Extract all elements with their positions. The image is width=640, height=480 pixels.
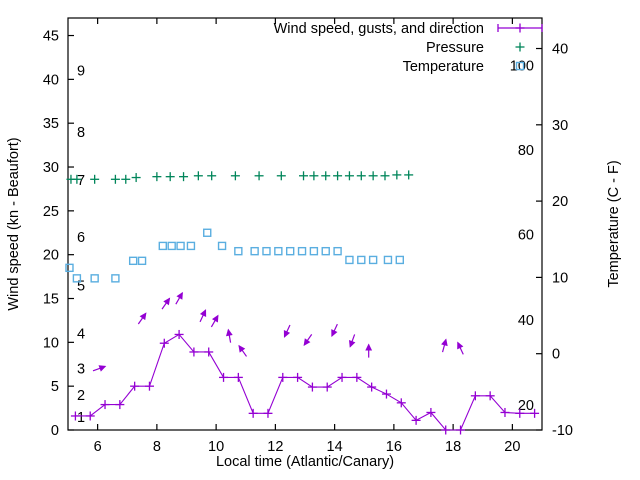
beaufort-label: 7: [77, 173, 85, 189]
wind-direction-arrow: [303, 334, 313, 346]
wind-direction-arrow: [225, 328, 233, 343]
x-tick-label: 18: [445, 439, 461, 455]
x-tick-label: 8: [153, 439, 161, 455]
wind-direction-arrow: [92, 365, 107, 372]
wind-direction-arrow: [238, 344, 248, 357]
wind-direction-arrow: [331, 323, 338, 338]
y2-axis-ticks: -10 0 10 20 30 40: [536, 42, 573, 439]
wind-speed-line: [75, 333, 535, 431]
fahrenheit-scale-labels: 20 40 60 80 100: [510, 58, 534, 414]
wind-direction-arrow: [175, 291, 183, 305]
y-tick-label: 5: [51, 379, 59, 395]
wind-direction-arrow: [441, 338, 448, 353]
beaufort-label: 2: [77, 388, 85, 404]
plot-frame: [67, 17, 543, 431]
y-tick-label: 25: [43, 204, 59, 220]
beaufort-label: 1: [77, 410, 85, 426]
legend-label: Wind speed, gusts, and direction: [274, 21, 484, 37]
y-tick-label: 45: [43, 29, 59, 45]
x-tick-label: 12: [267, 439, 283, 455]
wind-direction-arrows: [92, 291, 464, 372]
x-tick-label: 16: [386, 439, 402, 455]
y2-tick-label: 0: [552, 347, 560, 363]
x-tick-label: 10: [208, 439, 224, 455]
series-2: [66, 170, 414, 184]
beaufort-label: 5: [77, 278, 85, 294]
y-tick-label: 30: [43, 160, 59, 176]
fahrenheit-label: 80: [518, 143, 534, 159]
wind-direction-arrow: [457, 341, 464, 355]
data-series-group: [65, 170, 540, 435]
legend-label: Pressure: [426, 40, 484, 56]
y-tick-label: 10: [43, 335, 59, 351]
y2-tick-label: 30: [552, 118, 568, 134]
beaufort-label: 9: [77, 64, 85, 80]
wind-direction-arrow: [161, 297, 171, 310]
beaufort-label: 8: [77, 125, 85, 141]
beaufort-label: 4: [77, 327, 85, 343]
y2-axis-title: Temperature (C - F): [606, 160, 622, 287]
chart-legend: Wind speed, gusts, and direction Pressure…: [274, 21, 543, 75]
y-tick-label: 35: [43, 116, 59, 132]
y2-tick-label: -10: [552, 423, 573, 439]
y-axis-title: Wind speed (kn - Beaufort): [6, 137, 22, 310]
series-3: [65, 228, 404, 283]
series-1: [70, 329, 540, 435]
y2-tick-label: 40: [552, 42, 568, 58]
wind-direction-arrow: [199, 309, 207, 323]
wind-direction-arrow: [365, 343, 373, 358]
legend-label: Temperature: [403, 59, 484, 75]
y-tick-label: 20: [43, 248, 59, 264]
x-tick-label: 14: [327, 439, 343, 455]
wind-direction-arrow: [283, 324, 291, 338]
beaufort-label: 3: [77, 362, 85, 378]
y2-tick-label: 20: [552, 194, 568, 210]
y-tick-label: 15: [43, 292, 59, 308]
x-tick-label: 6: [94, 439, 102, 455]
wind-direction-arrow: [348, 334, 356, 348]
fahrenheit-label: 40: [518, 313, 534, 329]
y2-tick-label: 10: [552, 270, 568, 286]
wind-direction-arrow: [210, 314, 219, 328]
beaufort-scale-labels: 1 2 3 4 5 6 7 8 9: [77, 64, 85, 426]
y-axis-ticks: 0 5 10 15 20 25 30 35 40 45: [43, 29, 74, 439]
fahrenheit-label: 20: [518, 398, 534, 414]
x-axis-title: Local time (Atlantic/Canary): [216, 454, 394, 470]
fahrenheit-label: 100: [510, 58, 534, 74]
x-axis-ticks: 6 8 10 12 14 16 18 20: [94, 18, 520, 455]
axis-titles: Local time (Atlantic/Canary) Wind speed (…: [6, 137, 622, 470]
y-tick-label: 0: [51, 423, 59, 439]
fahrenheit-label: 60: [518, 228, 534, 244]
wind-direction-arrow: [137, 312, 147, 325]
x-tick-label: 20: [504, 439, 520, 455]
beaufort-label: 6: [77, 230, 85, 246]
y-tick-label: 40: [43, 72, 59, 88]
